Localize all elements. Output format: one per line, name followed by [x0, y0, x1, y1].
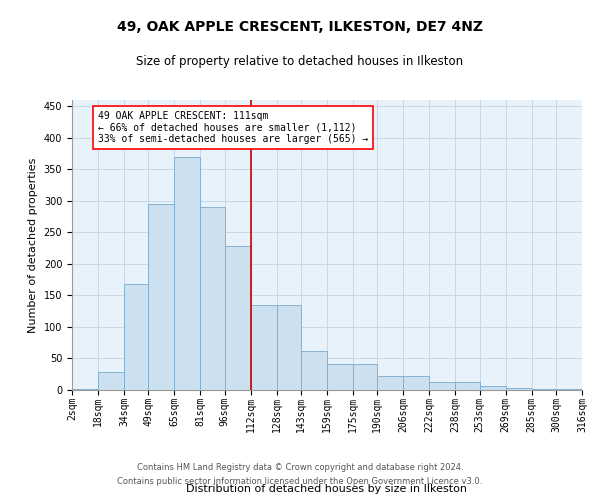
Bar: [224, 246, 251, 390]
Bar: [98, 372, 124, 390]
Bar: [124, 284, 148, 390]
Bar: [175, 156, 200, 390]
Bar: [455, 382, 479, 390]
Bar: [403, 376, 430, 390]
Bar: [277, 305, 301, 390]
Text: Contains public sector information licensed under the Open Government Licence v3: Contains public sector information licen…: [118, 477, 482, 486]
Text: Size of property relative to detached houses in Ilkeston: Size of property relative to detached ho…: [136, 55, 464, 68]
Text: 49 OAK APPLE CRESCENT: 111sqm
← 66% of detached houses are smaller (1,112)
33% o: 49 OAK APPLE CRESCENT: 111sqm ← 66% of d…: [98, 110, 368, 144]
X-axis label: Distribution of detached houses by size in Ilkeston: Distribution of detached houses by size …: [187, 484, 467, 494]
Text: 49, OAK APPLE CRESCENT, ILKESTON, DE7 4NZ: 49, OAK APPLE CRESCENT, ILKESTON, DE7 4N…: [117, 20, 483, 34]
Bar: [532, 388, 556, 390]
Bar: [148, 204, 175, 390]
Text: Contains HM Land Registry data © Crown copyright and database right 2024.: Contains HM Land Registry data © Crown c…: [137, 464, 463, 472]
Y-axis label: Number of detached properties: Number of detached properties: [28, 158, 38, 332]
Bar: [200, 207, 224, 390]
Bar: [301, 351, 327, 390]
Bar: [506, 388, 532, 390]
Bar: [327, 364, 353, 390]
Bar: [479, 386, 506, 390]
Bar: [353, 364, 377, 390]
Bar: [72, 388, 98, 390]
Bar: [430, 382, 455, 390]
Bar: [251, 305, 277, 390]
Bar: [377, 376, 403, 390]
